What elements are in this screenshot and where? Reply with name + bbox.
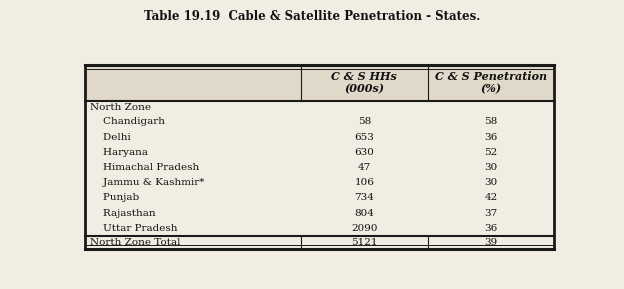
Text: 36: 36: [484, 133, 498, 142]
Text: Uttar Pradesh: Uttar Pradesh: [90, 224, 178, 233]
Text: 106: 106: [354, 178, 374, 187]
Text: 804: 804: [354, 209, 374, 218]
Text: 58: 58: [484, 117, 498, 126]
Text: 2090: 2090: [351, 224, 378, 233]
Text: North Zone Total: North Zone Total: [90, 238, 180, 247]
Text: 47: 47: [358, 163, 371, 172]
Text: 52: 52: [484, 148, 498, 157]
Text: Himachal Pradesh: Himachal Pradesh: [90, 163, 199, 172]
Text: 30: 30: [484, 178, 498, 187]
Text: C & S Penetration
(%): C & S Penetration (%): [435, 71, 547, 95]
Text: 37: 37: [484, 209, 498, 218]
Text: 58: 58: [358, 117, 371, 126]
Text: Punjab: Punjab: [90, 193, 139, 202]
Text: Haryana: Haryana: [90, 148, 148, 157]
Text: 5121: 5121: [351, 238, 378, 247]
Text: 734: 734: [354, 193, 374, 202]
Text: 630: 630: [354, 148, 374, 157]
Text: 36: 36: [484, 224, 498, 233]
Text: C & S HHs
(000s): C & S HHs (000s): [331, 71, 397, 95]
Text: Table 19.19  Cable & Satellite Penetration - States.: Table 19.19 Cable & Satellite Penetratio…: [144, 10, 480, 23]
Text: North Zone: North Zone: [90, 103, 151, 112]
Text: 42: 42: [484, 193, 498, 202]
Bar: [85, 65, 554, 101]
Text: Rajasthan: Rajasthan: [90, 209, 156, 218]
Text: Delhi: Delhi: [90, 133, 131, 142]
Bar: [85, 65, 554, 249]
Text: 39: 39: [484, 238, 498, 247]
Text: 653: 653: [354, 133, 374, 142]
Text: Chandigarh: Chandigarh: [90, 117, 165, 126]
Text: 30: 30: [484, 163, 498, 172]
Text: Jammu & Kashmir*: Jammu & Kashmir*: [90, 178, 205, 187]
